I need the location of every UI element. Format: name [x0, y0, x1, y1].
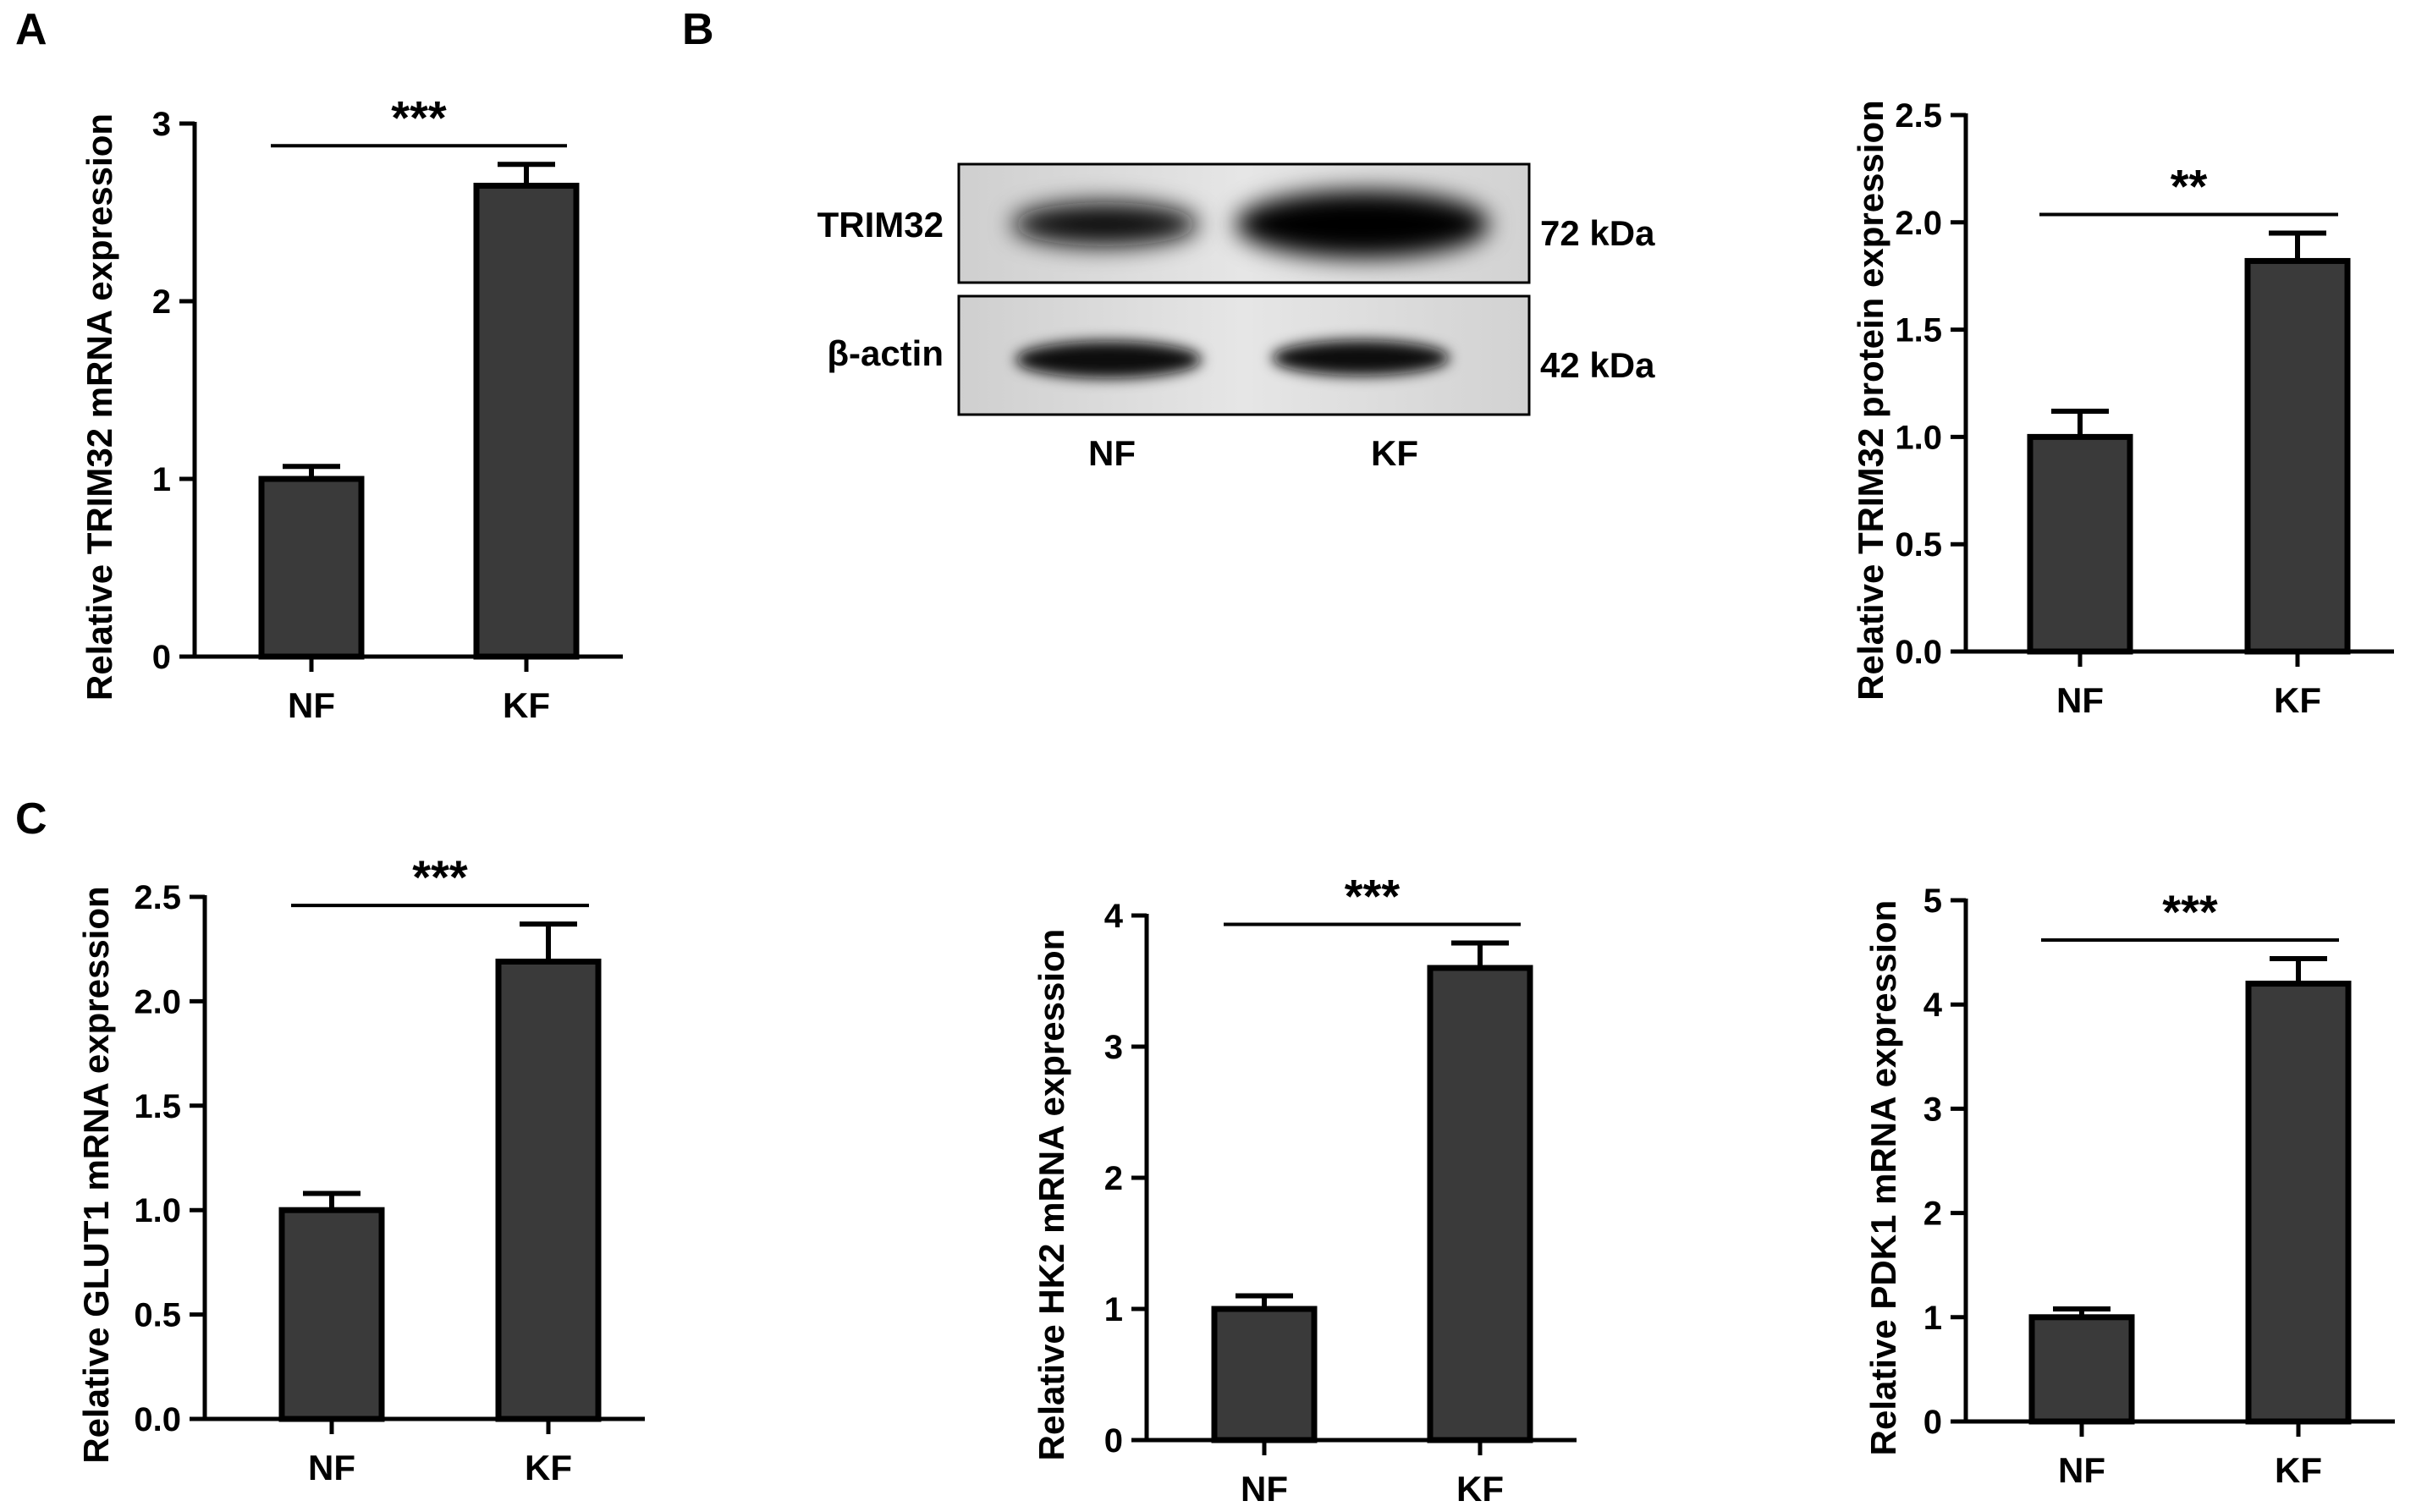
- y-axis-title: Relative PDK1 mRNA expression: [1863, 900, 1903, 1456]
- x-tick-label-nf: NF: [2056, 680, 2104, 720]
- bar-nf: [258, 476, 365, 660]
- y-tick-label: 1.5: [134, 1088, 181, 1125]
- y-tick-label: 2.5: [1895, 97, 1942, 135]
- y-tick-label: 5: [1923, 882, 1942, 920]
- y-tick-label: 0.0: [1895, 634, 1942, 671]
- blot-lane-nf: NF: [1088, 433, 1136, 473]
- x-tick-label-nf: NF: [2058, 1450, 2105, 1490]
- blot-kda-beta-actin: 42 kDa: [1540, 345, 1655, 385]
- x-tick-label-kf: KF: [2274, 680, 2321, 720]
- bar-nf: [2028, 1314, 2135, 1425]
- bar-kf: [495, 959, 602, 1422]
- significance-stars: **: [2171, 159, 2208, 212]
- y-tick-label: 2.0: [134, 983, 181, 1020]
- y-axis-title: Relative GLUT1 mRNA expression: [76, 886, 116, 1463]
- blot-label-beta-actin: β-actin: [827, 333, 944, 373]
- y-tick-label: 2: [152, 283, 171, 321]
- blot-row-trim32: TRIM32 72 kDa: [817, 162, 1655, 284]
- y-tick-label: 0.5: [1895, 526, 1942, 564]
- blot-kda-trim32: 72 kDa: [1540, 213, 1655, 253]
- y-tick-label: 0.0: [134, 1401, 181, 1438]
- chart-trim32-protein: 0.0 0.5 1.0 1.5 2.0 2.5 NF KF ** Relative TRIM32 …: [1851, 97, 2394, 720]
- chart-glut1-mrna: 0.0 0.5 1.0 1.5 2.0 2.5 NF KF *** Relative GLUT1 …: [76, 850, 645, 1487]
- bar-kf: [2245, 981, 2352, 1425]
- x-tick-label-nf: NF: [308, 1448, 355, 1487]
- y-axis-title: Relative TRIM32 protein expression: [1851, 100, 1890, 701]
- panel-label-a: A: [15, 5, 47, 54]
- y-tick-label: 1: [1104, 1291, 1123, 1328]
- panel-label-b: B: [682, 5, 714, 54]
- x-tick-label-nf: NF: [288, 685, 335, 725]
- x-tick-label-kf: KF: [2275, 1450, 2322, 1490]
- chart-pdk1-mrna: 0 1 2 3 4 5 NF KF *** Relative PDK1 mRNA expressi…: [1863, 882, 2395, 1490]
- x-tick-label-kf: KF: [525, 1448, 572, 1487]
- blot-lane-kf: KF: [1371, 433, 1418, 473]
- significance-stars: ***: [1345, 870, 1401, 923]
- blot-band-actin-kf: [1272, 340, 1450, 376]
- bar-nf: [2027, 433, 2133, 655]
- blot-band-actin-nf: [1015, 341, 1202, 378]
- y-axis-title: Relative HK2 mRNA expression: [1032, 929, 1071, 1461]
- chart-hk2-mrna: 0 1 2 3 4 NF KF *** Relative HK2 mRNA expression: [1032, 870, 1577, 1509]
- y-tick-label: 2.5: [134, 879, 181, 916]
- y-tick-label: 4: [1104, 898, 1124, 935]
- bar-kf: [1427, 965, 1533, 1443]
- y-tick-label: 1.0: [134, 1192, 181, 1229]
- y-axis-title: Relative TRIM32 mRNA expression: [80, 113, 119, 701]
- chart-trim32-mrna: 0 1 2 3 NF KF *** Relative TRIM32 mRNA expressi…: [80, 91, 623, 725]
- bar-nf: [1211, 1306, 1318, 1443]
- blot-band-trim32-kf: [1236, 190, 1489, 258]
- y-tick-label: 1: [1923, 1300, 1942, 1337]
- x-tick-label-nf: NF: [1241, 1469, 1288, 1509]
- y-tick-label: 4: [1923, 987, 1943, 1024]
- y-tick-label: 0: [152, 639, 171, 676]
- y-tick-label: 0: [1104, 1422, 1123, 1460]
- y-tick-label: 2: [1923, 1196, 1942, 1233]
- y-tick-label: 2: [1104, 1160, 1123, 1197]
- y-tick-label: 3: [1104, 1029, 1123, 1066]
- x-tick-label-kf: KF: [1456, 1469, 1504, 1509]
- y-tick-label: 3: [1923, 1091, 1942, 1128]
- x-tick-label-kf: KF: [503, 685, 550, 725]
- panel-label-c: C: [15, 794, 47, 844]
- y-tick-label: 2.0: [1895, 205, 1942, 242]
- bar-kf: [2244, 257, 2351, 655]
- bar-nf: [278, 1207, 385, 1422]
- y-tick-label: 1.0: [1895, 419, 1942, 456]
- y-tick-label: 1.5: [1895, 312, 1942, 349]
- significance-stars: ***: [391, 91, 447, 144]
- y-tick-label: 0: [1923, 1404, 1942, 1441]
- blot-band-trim32-nf: [1012, 202, 1198, 246]
- y-tick-label: 1: [152, 461, 171, 498]
- bar-kf: [473, 183, 580, 660]
- western-blot: TRIM32 72 kDa β-actin 42 kDa NF KF: [817, 162, 1655, 473]
- y-tick-label: 3: [152, 106, 171, 143]
- blot-row-beta-actin: β-actin 42 kDa: [827, 294, 1655, 416]
- significance-stars: ***: [412, 850, 468, 904]
- significance-stars: ***: [2162, 885, 2218, 938]
- y-tick-label: 0.5: [134, 1297, 181, 1334]
- blot-label-trim32: TRIM32: [817, 205, 944, 245]
